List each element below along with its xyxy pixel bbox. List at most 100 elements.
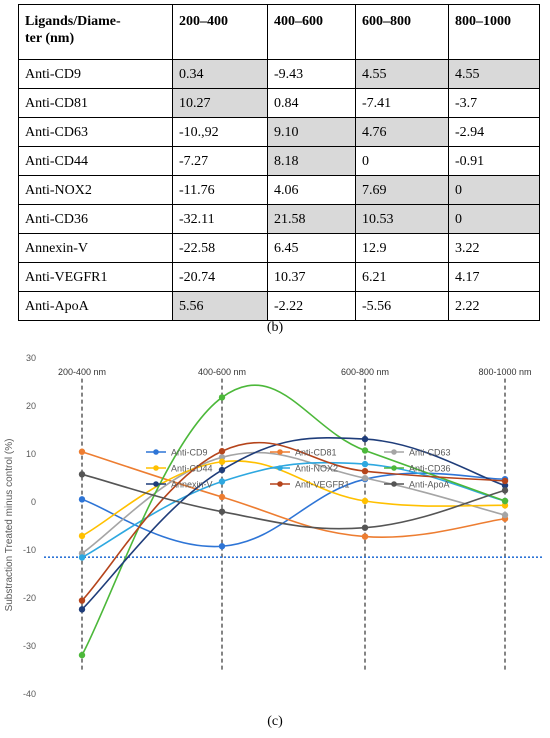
y-tick-label: -10 <box>23 545 36 555</box>
table-cell-value: -9.43 <box>267 59 356 89</box>
legend-marker <box>391 449 397 455</box>
y-tick-label: 0 <box>31 497 36 507</box>
series-line-anti-cd44 <box>81 460 506 537</box>
y-axis-label: Substraction Treated minus control (%) <box>4 439 15 612</box>
table-cell-value: 0.84 <box>267 88 356 118</box>
legend-label: Anti-CD44 <box>171 464 213 474</box>
data-point <box>78 597 86 604</box>
x-category-label: 600-800 nm <box>341 367 389 377</box>
data-point <box>218 493 226 501</box>
caption-b: (b) <box>266 320 284 335</box>
data-point <box>501 477 509 485</box>
series-line-anti-vegfr1 <box>81 441 506 602</box>
legend-label: Anti-CD36 <box>409 464 451 474</box>
data-point <box>218 448 226 455</box>
y-tick-label: 20 <box>26 401 36 411</box>
legend-label: Anti-CD81 <box>295 448 337 458</box>
data-point <box>78 606 86 613</box>
data-point <box>361 533 369 540</box>
table-row: Anti-CD81 10.27 0.84 -7.41 -3.7 <box>18 88 540 118</box>
table-cell-value: 5.56 <box>172 291 268 321</box>
data-point <box>218 454 226 461</box>
legend-marker <box>153 481 159 487</box>
table-cell-value: 2.22 <box>448 291 540 321</box>
table-cell-value: 0 <box>448 204 540 234</box>
series-line-anti-cd36 <box>81 384 506 656</box>
table-cell-ligand: Anti-NOX2 <box>18 175 173 205</box>
table-cell-ligand: Anti-CD63 <box>18 117 173 147</box>
ligand-diameter-table: Ligands/Diame-ter (nm) 200–400 400–600 6… <box>18 4 540 321</box>
table-cell-ligand: Anti-CD44 <box>18 146 173 176</box>
y-tick-label: -40 <box>23 689 36 699</box>
data-point <box>78 554 86 561</box>
x-category-label: 400-600 nm <box>198 367 246 377</box>
table-header-row: Ligands/Diame-ter (nm) 200–400 400–600 6… <box>18 4 540 60</box>
data-point <box>218 508 226 515</box>
legend-marker <box>391 481 397 487</box>
y-tick-label: -30 <box>23 641 36 651</box>
table-cell-ligand: Anti-CD9 <box>18 59 173 89</box>
table-cell-value: 4.17 <box>448 262 540 292</box>
table-header-800-1000: 800–1000 <box>448 4 540 60</box>
data-point <box>361 447 369 454</box>
data-point <box>361 435 369 443</box>
table-row: Annexin-V -22.58 6.45 12.9 3.22 <box>18 233 540 263</box>
table-cell-value: 7.69 <box>355 175 449 205</box>
data-point <box>218 466 226 474</box>
line-chart: 30 20 10 0 -10 -20 -30 -40 Substraction Treated … <box>4 353 543 699</box>
legend-marker <box>277 481 283 487</box>
series-line-anti-cd81 <box>81 450 506 539</box>
series-line-anti-cd63 <box>81 451 506 555</box>
table-cell-value: 0 <box>355 146 449 176</box>
legend-label: Anti-NOX2 <box>295 464 338 474</box>
table-row: Anti-NOX2 -11.76 4.06 7.69 0 <box>18 175 540 205</box>
table-row: Anti-CD9 0.34 -9.43 4.55 4.55 <box>18 59 540 89</box>
data-point <box>361 467 369 475</box>
table-cell-value: -5.56 <box>355 291 449 321</box>
table-cell-value: 4.06 <box>267 175 356 205</box>
data-point <box>78 471 86 478</box>
x-category-label: 800-1000 nm <box>478 367 531 377</box>
table-cell-value: -10.,92 <box>172 117 268 147</box>
table-cell-value: 10.37 <box>267 262 356 292</box>
table-header-ligands: Ligands/Diame-ter (nm) <box>18 4 173 60</box>
table-cell-value: -22.58 <box>172 233 268 263</box>
table-row: Anti-CD44 -7.27 8.18 0 -0.91 <box>18 146 540 176</box>
series-line-anti-apoa <box>81 473 506 530</box>
table-cell-value: -20.74 <box>172 262 268 292</box>
data-point <box>361 474 369 482</box>
table-cell-value: 6.45 <box>267 233 356 263</box>
table-cell-value: -7.27 <box>172 146 268 176</box>
table-cell-value: 12.9 <box>355 233 449 263</box>
table-row: Anti-CD63 -10.,92 9.10 4.76 -2.94 <box>18 117 540 147</box>
data-point <box>501 487 509 494</box>
table-cell-value: 4.76 <box>355 117 449 147</box>
header-line-1: Ligands/Diame- <box>25 14 121 29</box>
data-point <box>78 448 86 455</box>
legend-label: Anti-VEGFR1 <box>295 480 350 490</box>
x-category-label: 200-400 nm <box>58 367 106 377</box>
table-cell-ligand: Anti-VEGFR1 <box>18 262 173 292</box>
table-cell-value: 0 <box>448 175 540 205</box>
header-line-2: ter (nm) <box>25 31 75 46</box>
legend-label: Anti-CD63 <box>409 448 451 458</box>
data-point <box>218 458 226 465</box>
data-point <box>501 511 509 519</box>
table-row: Anti-CD36 -32.11 21.58 10.53 0 <box>18 204 540 234</box>
table-row: Anti-ApoA 5.56 -2.22 -5.56 2.22 <box>18 291 540 321</box>
data-point <box>218 394 226 401</box>
table-cell-value: 0.34 <box>172 59 268 89</box>
table-cell-value: -2.94 <box>448 117 540 147</box>
table-cell-value: 6.21 <box>355 262 449 292</box>
legend-label: Anti-ApoA <box>409 480 450 490</box>
data-point <box>218 543 226 550</box>
table-cell-value: -2.22 <box>267 291 356 321</box>
data-point <box>361 524 369 531</box>
y-tick-label: 30 <box>26 353 36 363</box>
series-line-annexin-v <box>81 437 506 610</box>
table-cell-value: -3.7 <box>448 88 540 118</box>
legend-marker <box>153 465 159 471</box>
legend-marker <box>391 465 397 471</box>
y-tick-label: -20 <box>23 593 36 603</box>
data-point <box>78 651 86 659</box>
